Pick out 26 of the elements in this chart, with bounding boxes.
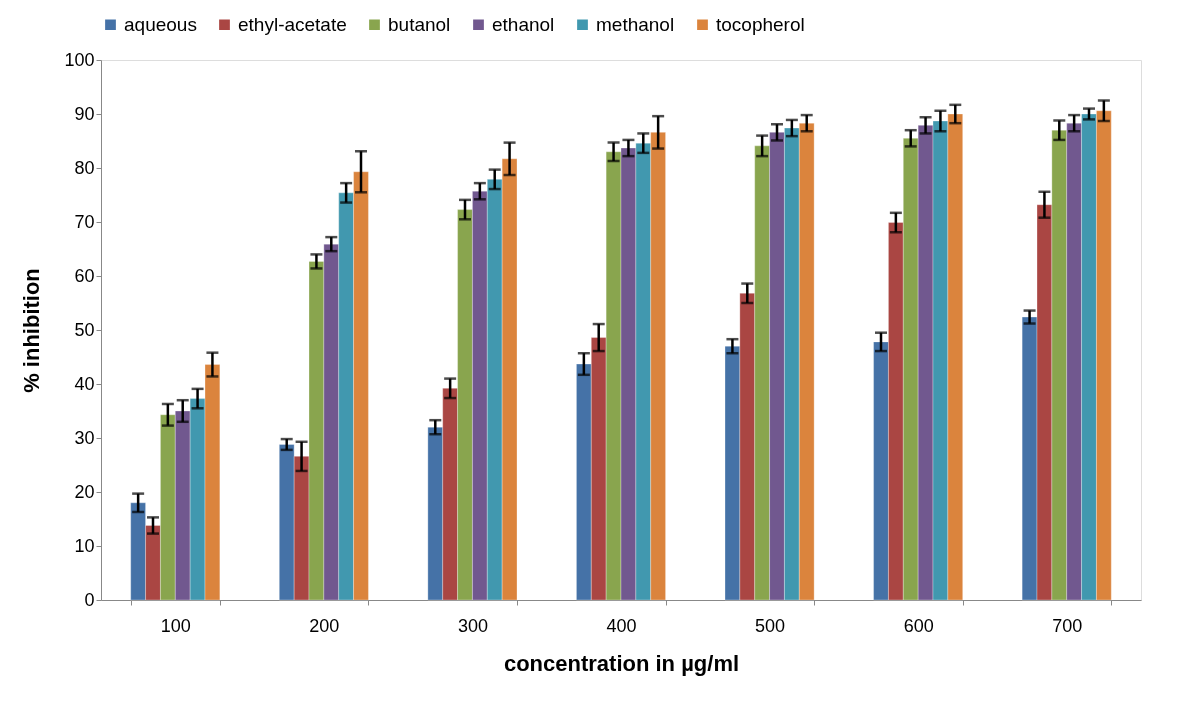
x-tick-label: 700 [1052,615,1083,636]
x-tick-label: 600 [903,615,934,636]
y-tick-label: 90 [74,103,95,124]
x-axis-title: concentration in µg/ml [503,650,740,676]
legend-label: tocopherol [716,13,805,35]
x-tick-label: 500 [755,615,786,636]
legend-label: ethyl-acetate [238,13,347,35]
y-tick-label: 20 [74,481,95,502]
y-tick-label: 10 [74,535,95,556]
y-tick-label: 60 [74,265,95,286]
legend-label: butanol [388,13,451,35]
x-tick-label: 200 [309,615,340,636]
y-tick-label: 40 [74,373,95,394]
y-tick-label: 50 [74,319,95,340]
legend-label: methanol [596,13,675,35]
x-tick-label: 300 [457,615,488,636]
y-tick-label: 100 [64,49,95,70]
y-tick-label: 0 [84,589,95,610]
y-tick-label: 80 [74,157,95,178]
x-tick-label: 400 [606,615,637,636]
y-tick-label: 70 [74,211,95,232]
legend-label: ethanol [492,13,555,35]
legend-label: aqueous [124,13,197,35]
y-axis-title: % inhibition [19,268,45,393]
x-tick-label: 100 [160,615,191,636]
y-tick-label: 30 [74,427,95,448]
